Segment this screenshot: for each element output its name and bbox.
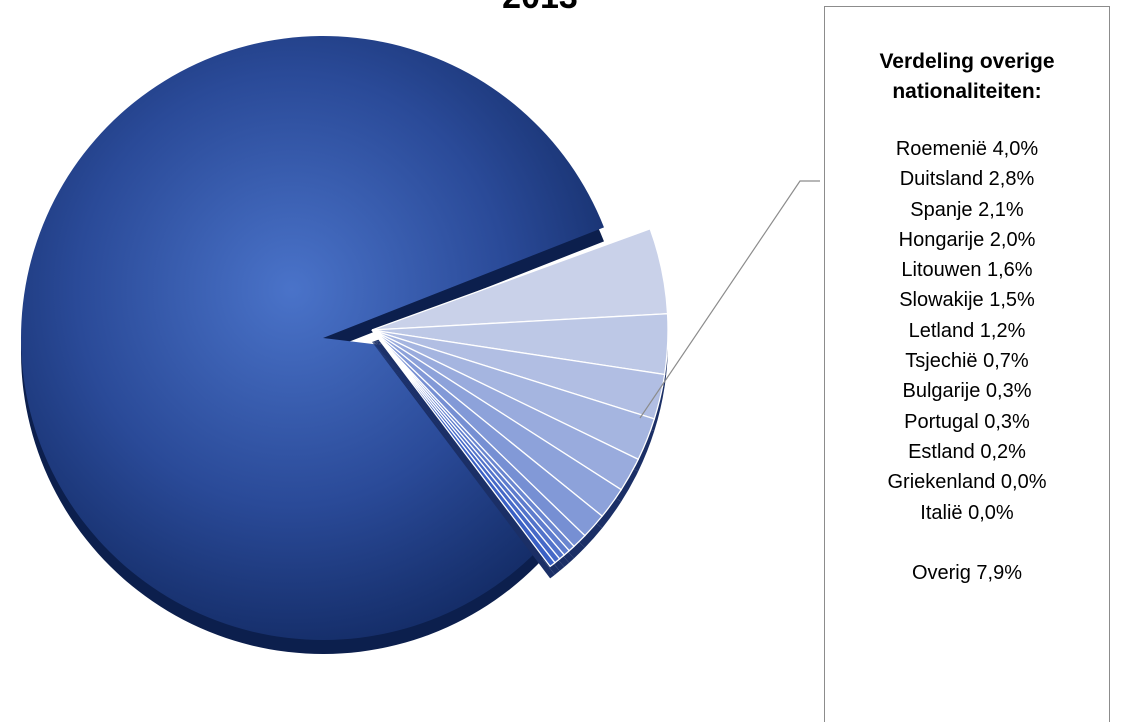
breakdown-item-overig: Overig 7,9%	[911, 561, 1023, 584]
breakdown-wedges	[371, 227, 669, 579]
chart-title: 2013	[440, 0, 640, 17]
main-slice	[20, 36, 623, 640]
leader-line	[639, 180, 820, 419]
breakdown-item-spanje: Spanje 2,1%	[910, 198, 1024, 221]
breakdown-item-duitsland: Duitsland 2,8%	[899, 168, 1035, 191]
breakdown-item-letland: Letland 1,2%	[908, 319, 1026, 342]
breakdown-item-hongarije: Hongarije 2,0%	[898, 228, 1036, 251]
breakdown-item-portugal: Portugal 0,3%	[904, 410, 1030, 433]
breakdown-item-litouwen: Litouwen 1,6%	[901, 259, 1033, 282]
main-pie	[20, 36, 623, 654]
pie-chart	[20, 36, 820, 654]
breakdown-item-griekenland: Griekenland 0,0%	[887, 471, 1047, 494]
breakdown-heading: Verdeling overige nationaliteiten:	[825, 47, 1109, 107]
breakdown-item-italie: Italië 0,0%	[920, 501, 1014, 524]
wedge-side-italie	[372, 342, 555, 579]
breakdown-heading-line1: Verdeling overige	[879, 50, 1055, 73]
breakdown-item-estland: Estland 0,2%	[908, 440, 1026, 463]
breakdown-box: Verdeling overige nationaliteiten: Roeme…	[824, 6, 1110, 722]
breakdown-heading-line2: nationaliteiten:	[892, 80, 1042, 103]
breakdown-item-slowakije: Slowakije 1,5%	[899, 289, 1035, 312]
breakdown-item-tsjechie: Tsjechië 0,7%	[905, 350, 1029, 373]
wedge-italie	[371, 329, 556, 568]
breakdown-item-bulgarije: Bulgarije 0,3%	[902, 380, 1032, 403]
breakdown-item-roemenie: Roemenië 4,0%	[895, 138, 1039, 160]
breakdown-list: Roemenië 4,0% Duitsland 2,8% Spanje 2,1%…	[825, 134, 1109, 588]
